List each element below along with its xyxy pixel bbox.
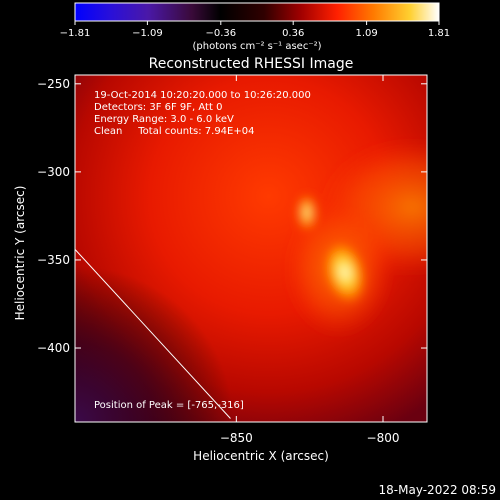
plot-frame [74,74,428,423]
colorbar-tick-labels: −1.81 −1.09 −0.36 0.36 1.09 1.81 [60,28,450,39]
footer-date: 18-May-2022 08:59 [379,483,496,497]
info-line-detectors: Detectors: 3F 6F 9F, Att 0 [94,102,222,113]
colorbar-tick-label: −1.81 [60,28,91,39]
x-tick-label: −800 [367,431,400,445]
y-tick-label: −350 [37,253,70,267]
x-axis-label: Heliocentric X (arcsec) [193,449,329,463]
y-tick-label: −300 [37,165,70,179]
heatmap-sources [284,137,500,339]
y-tick-label: −250 [37,77,70,91]
colorbar-tick-label: −0.36 [205,28,236,39]
colorbar-tick-label: −1.09 [132,28,163,39]
info-line-energy-range: Energy Range: 3.0 - 6.0 keV [94,114,234,125]
source-northern-kernel [438,158,500,241]
colorbar: −1.81 −1.09 −0.36 0.36 1.09 1.81 (photons cm⁻… [60,2,450,52]
heatmap-image [75,75,500,422]
info-text-block: 19-Oct-2014 10:20:20.000 to 10:26:20.000… [94,90,311,137]
plot-title: Reconstructed RHESSI Image [149,56,354,72]
colorbar-ticks [74,21,440,25]
y-axis-label: Heliocentric Y (arcsec) [13,186,27,321]
solar-limb-line [75,249,231,419]
colorbar-tick-label: 1.81 [428,28,450,39]
colorbar-units-label: (photons cm⁻² s⁻¹ asec⁻²) [192,41,321,52]
x-axis-ticks: −850−800−750 [220,75,400,445]
peak-position-label: Position of Peak = [-765,-316] [94,400,244,411]
info-line-clean-counts: Clean Total counts: 7.94E+04 [94,126,254,137]
colorbar-tick-label: 1.09 [355,28,377,39]
source-southern-kernel [322,238,368,307]
info-line-time-range: 19-Oct-2014 10:20:20.000 to 10:26:20.000 [94,90,311,101]
colorbar-tick-label: 0.36 [282,28,304,39]
x-tick-label: −850 [220,431,253,445]
source-western-knot [296,193,318,232]
y-tick-label: −400 [37,341,70,355]
y-axis-ticks: −250 −300 −350 −400 [37,77,427,355]
colorbar-strip [74,2,440,22]
